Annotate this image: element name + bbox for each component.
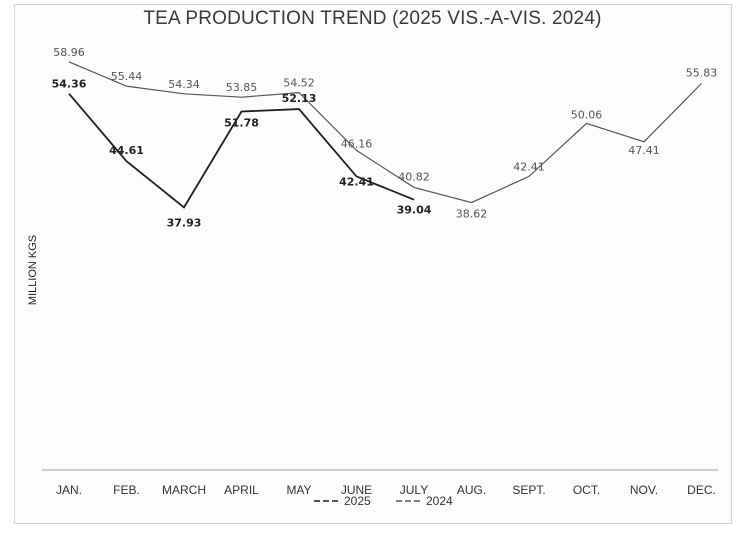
data-label-2025: 54.36	[52, 78, 87, 91]
data-label-2025: 42.41	[339, 175, 374, 188]
data-label-2024: 55.83	[686, 66, 718, 79]
data-label-2025: 39.04	[397, 204, 432, 217]
data-label-2025: 37.93	[167, 216, 202, 229]
x-tick-labels: JAN. FEB. MARCH APRIL MAY JUNE JULY AUG. SEPT. OC…	[56, 483, 716, 497]
data-label-2024: 47.41	[628, 144, 660, 157]
x-tick-label: APRIL	[224, 483, 259, 497]
legend: 2025 2024	[314, 494, 453, 508]
x-tick-label: MARCH	[162, 483, 206, 497]
x-tick-label: AUG.	[457, 483, 486, 497]
x-tick-label: DEC.	[687, 483, 716, 497]
chart-frame	[14, 4, 732, 524]
data-label-2024: 54.34	[168, 78, 200, 91]
legend-label-2025: 2025	[344, 494, 371, 508]
data-label-2024: 54.52	[283, 77, 315, 90]
x-tick-label: JAN.	[56, 483, 82, 497]
x-tick-label: SEPT.	[512, 483, 545, 497]
data-label-2024: 53.85	[226, 81, 258, 94]
series-lines	[68, 61, 702, 209]
data-label-2025: 52.13	[282, 92, 317, 105]
data-label-2024: 55.44	[111, 70, 143, 83]
data-label-2024: 38.62	[456, 208, 488, 221]
data-label-2024: 50.06	[571, 108, 603, 121]
x-tick-label: NOV.	[630, 483, 658, 497]
x-tick-label: JULY	[400, 483, 428, 497]
data-labels: 54.36 44.61 37.93 51.78 52.13 42.41 39.04 58.96…	[52, 46, 718, 230]
data-label-2024: 46.16	[341, 137, 373, 150]
legend-label-2024: 2024	[426, 494, 453, 508]
data-label-2025: 51.78	[224, 117, 259, 130]
data-label-2024: 58.96	[53, 46, 85, 59]
series-line-2024	[68, 61, 702, 204]
x-tick-label: FEB.	[113, 483, 140, 497]
data-label-2025: 44.61	[109, 144, 144, 157]
x-tick-label: JUNE	[341, 483, 372, 497]
data-label-2024: 42.41	[513, 160, 545, 173]
x-tick-label: MAY	[286, 483, 311, 497]
x-tick-label: OCT.	[573, 483, 600, 497]
chart-title: TEA PRODUCTION TREND (2025 VIS.-A-VIS. 2…	[143, 8, 602, 29]
data-label-2024: 40.82	[398, 170, 430, 183]
